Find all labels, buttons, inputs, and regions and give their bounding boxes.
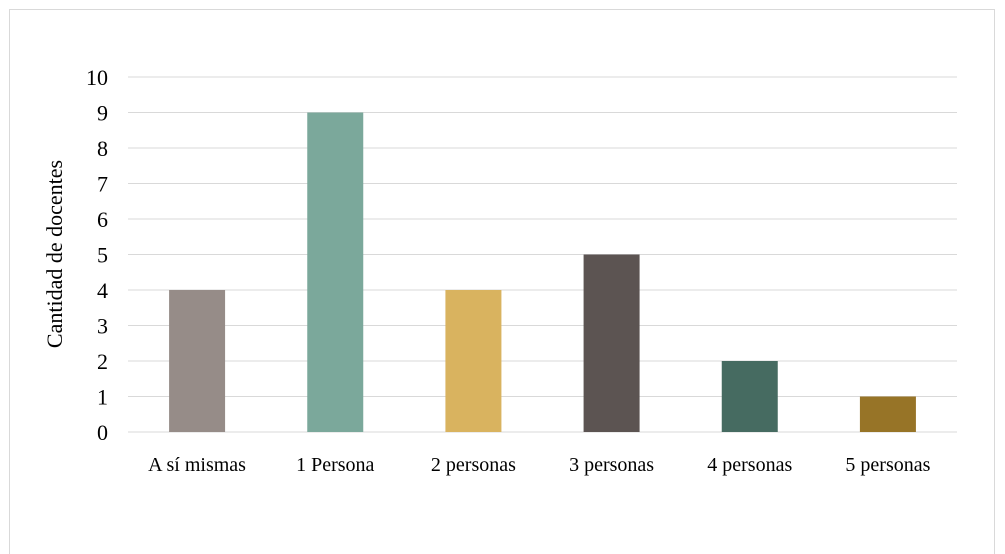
y-tick-label-3: 3 [97, 314, 108, 339]
y-tick-label-0: 0 [97, 420, 108, 445]
bar-3 [445, 290, 502, 432]
chart-frame [9, 9, 995, 554]
bar-6 [859, 396, 916, 432]
y-axis-title: Cantidad de docentes [42, 160, 67, 348]
bar-1 [169, 290, 226, 432]
gridlines [128, 76, 957, 433]
x-tick-label-2: 1 Persona [296, 454, 374, 476]
y-tick-label-5: 5 [97, 243, 108, 268]
x-tick-label-1: A sí mismas [148, 454, 246, 476]
x-tick-label-5: 4 personas [707, 454, 792, 476]
y-tick-label-4: 4 [97, 278, 108, 303]
y-tick-label-10: 10 [86, 65, 108, 90]
y-tick-label-2: 2 [97, 349, 108, 374]
y-tick-label-9: 9 [97, 101, 108, 126]
bars [169, 112, 916, 432]
x-tick-label-3: 2 personas [431, 454, 516, 476]
bar-2 [307, 112, 364, 432]
y-tick-label-7: 7 [97, 172, 108, 197]
x-tick-label-6: 5 personas [845, 454, 930, 476]
y-tick-label-8: 8 [97, 136, 108, 161]
bar-4 [583, 254, 640, 432]
bar-5 [721, 361, 778, 432]
y-tick-label-6: 6 [97, 207, 108, 232]
x-tick-label-4: 3 personas [569, 454, 654, 476]
y-tick-label-1: 1 [97, 385, 108, 410]
y-tick-labels: 0 1 2 3 4 5 6 7 8 9 10 [86, 65, 108, 445]
x-tick-labels: A sí mismas 1 Persona 2 personas 3 personas… [148, 454, 930, 476]
